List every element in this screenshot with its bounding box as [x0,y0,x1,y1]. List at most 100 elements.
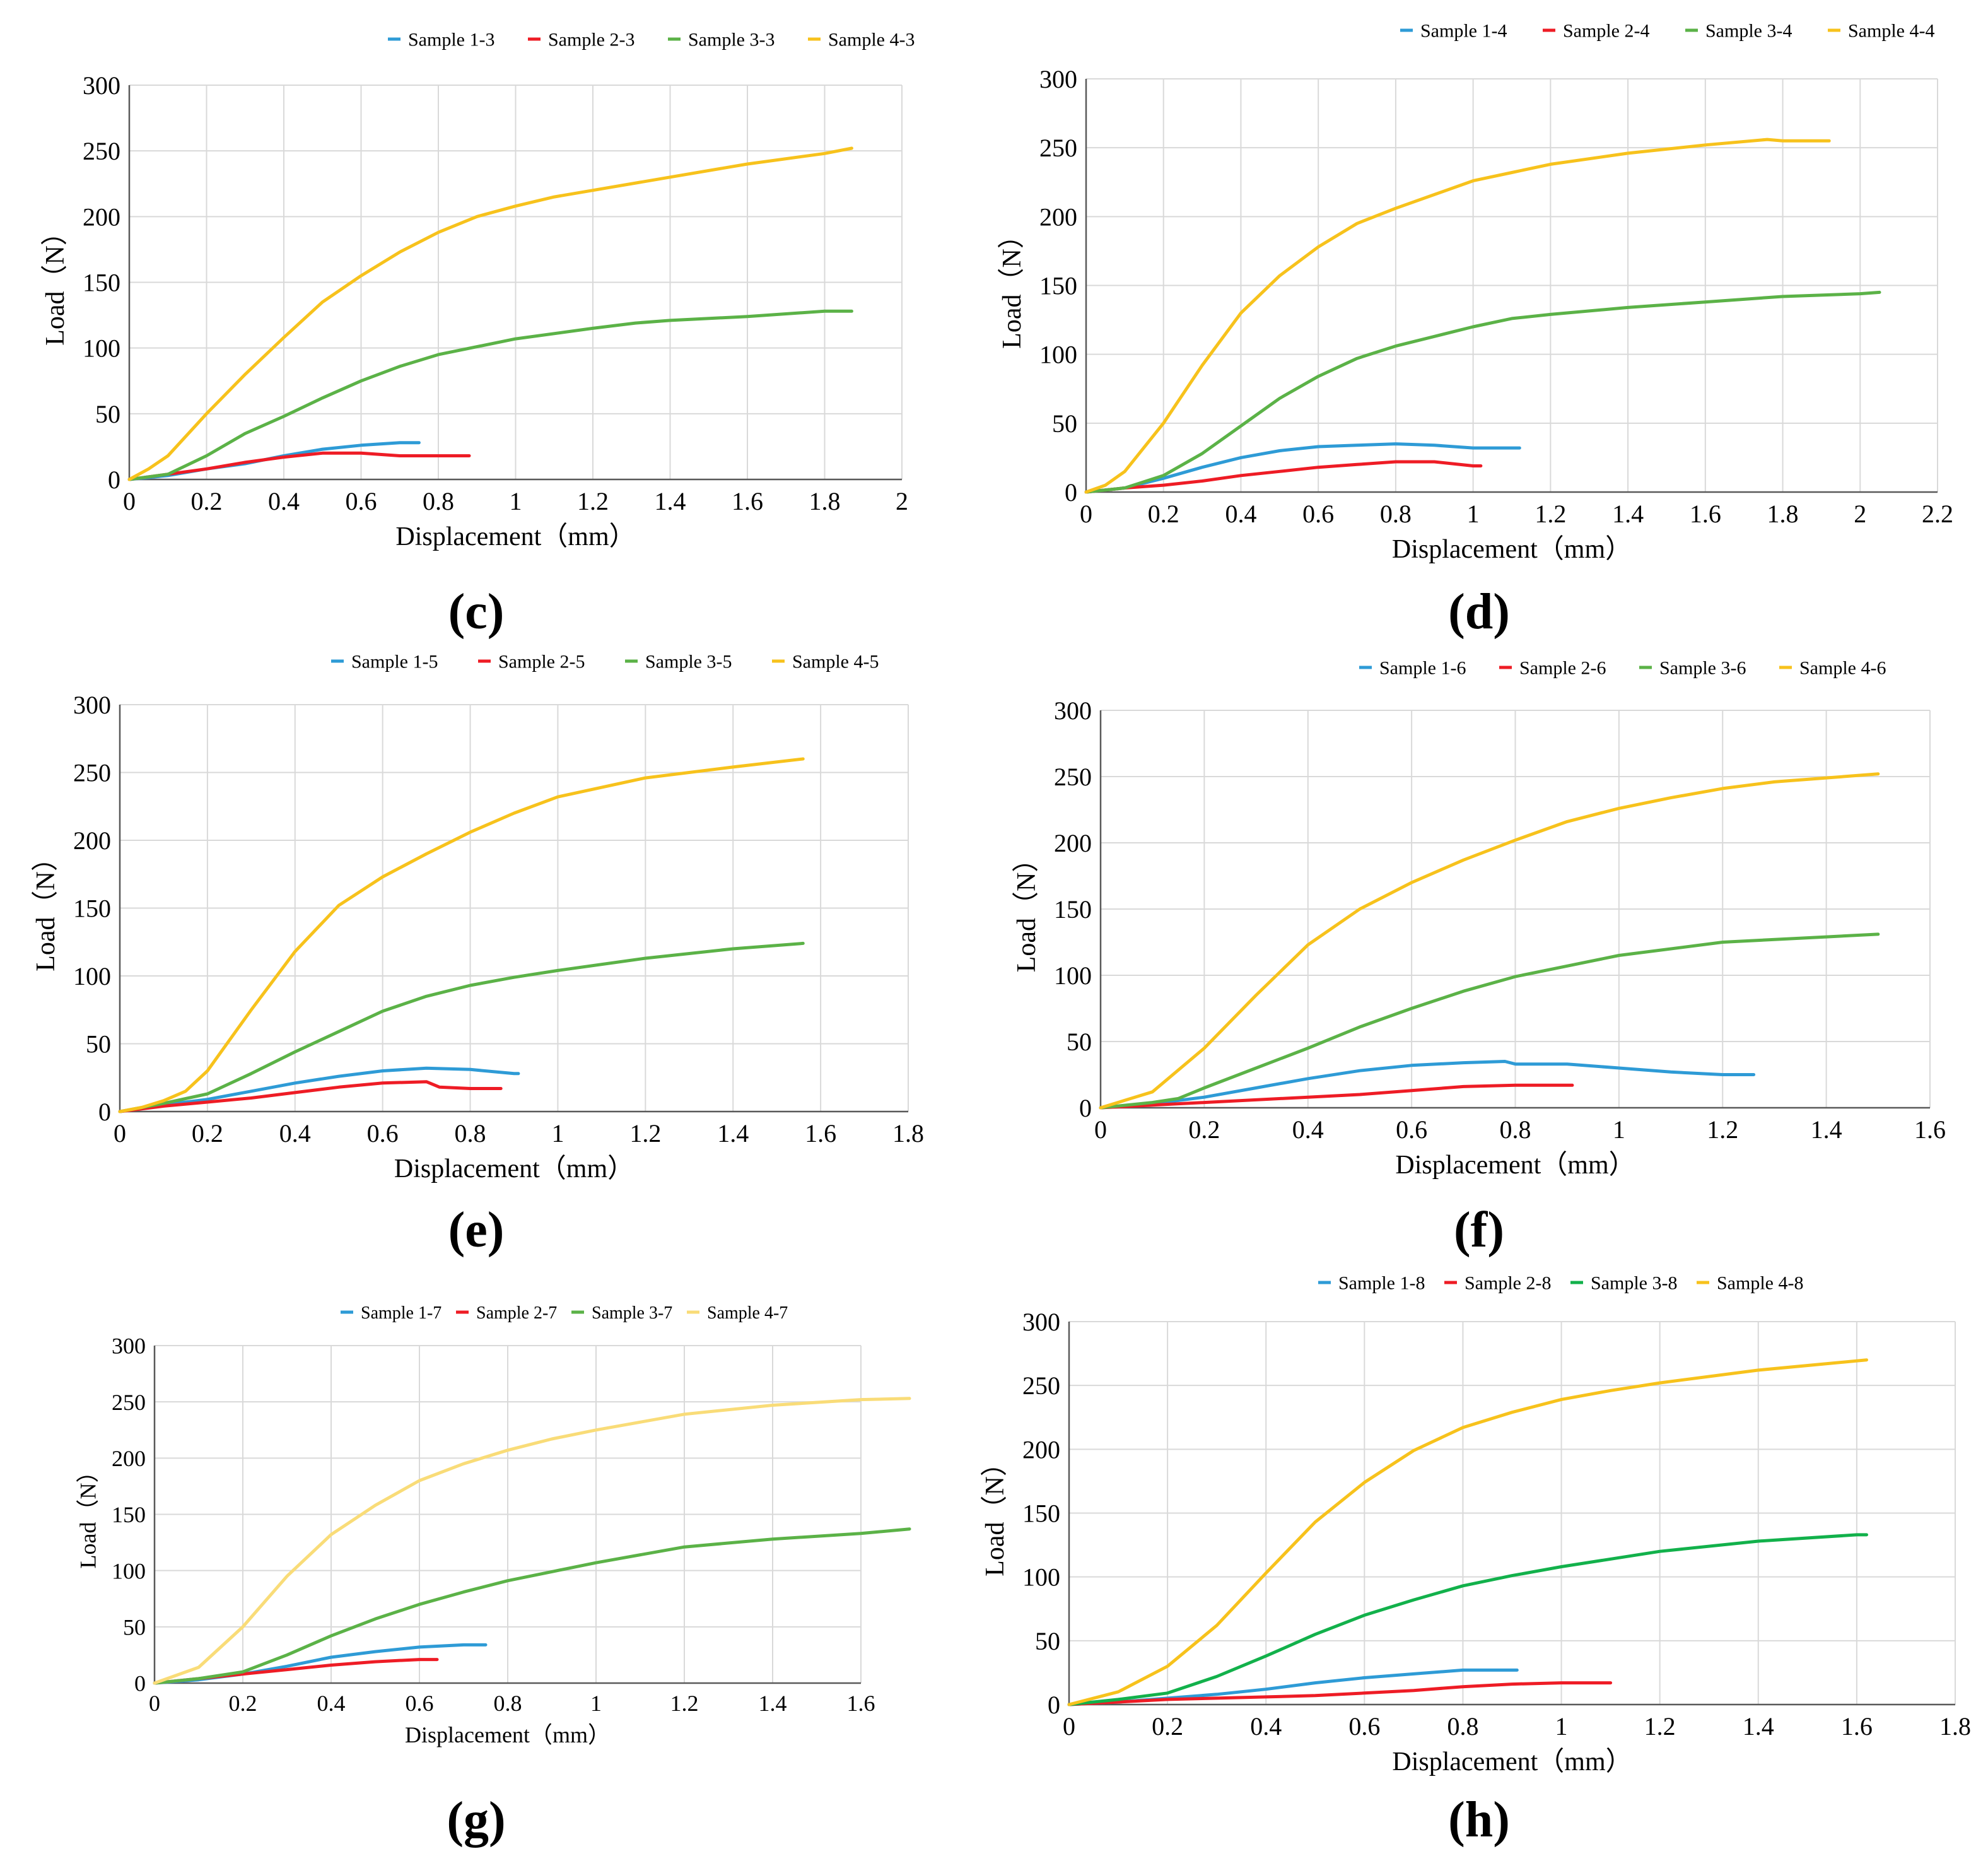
y-tick-label: 100 [73,962,111,990]
panel-label-f: (f) [1454,1202,1504,1258]
x-tick-label: 1 [510,487,522,515]
x-tick-label: 0.2 [1152,1712,1183,1741]
legend-label: Sample 1-3 [408,30,494,50]
x-axis-title: Displacement（mm） [1395,1151,1635,1180]
legend-label: Sample 3-5 [645,652,732,672]
x-tick-label: 0.8 [494,1691,522,1716]
y-tick-label: 100 [1039,341,1077,369]
x-tick-label: 2.2 [1922,500,1953,528]
legend-label: Sample 1-4 [1420,21,1507,42]
x-tick-label: 1.6 [1914,1115,1946,1144]
y-tick-label: 300 [83,71,120,100]
series-line-sample-2-4 [1084,460,1483,494]
x-tick-label: 1.8 [892,1119,924,1148]
x-tick-label: 1.2 [1707,1115,1738,1144]
series-line-sample-3-3 [127,309,853,481]
y-tick-label: 250 [73,759,111,787]
y-tick-label: 300 [1054,696,1092,725]
x-tick-label: 0.2 [192,1119,223,1148]
legend-label: Sample 1-6 [1379,658,1466,679]
x-tick-label: 0.6 [367,1119,399,1148]
y-tick-label: 0 [1065,478,1077,507]
series-line-sample-4-3 [127,146,853,481]
series-line-sample-4-5 [118,757,805,1113]
x-tick-label: 1.4 [655,487,686,515]
legend-label: Sample 4-8 [1717,1273,1803,1294]
y-tick-label: 150 [1054,895,1092,924]
x-tick-label: 0.6 [346,487,377,515]
x-tick-label: 0.2 [1148,500,1179,528]
panel-label-c: (c) [448,584,505,640]
x-tick-label: 1 [590,1691,602,1716]
x-tick-label: 1 [1555,1712,1568,1741]
x-tick-label: 0 [1063,1712,1075,1741]
y-tick-label: 250 [83,137,120,165]
x-tick-label: 2 [1854,500,1866,528]
x-tick-label: 1.4 [1743,1712,1774,1741]
series-line-sample-1-6 [1099,1060,1756,1110]
legend-label: Sample 2-7 [476,1303,557,1323]
x-tick-label: 0.2 [229,1691,257,1716]
x-tick-label: 0.8 [1447,1712,1478,1741]
y-tick-label: 100 [83,334,120,363]
y-tick-label: 200 [1054,829,1092,857]
y-tick-label: 100 [112,1558,146,1583]
legend-label: Sample 3-7 [592,1303,672,1323]
legend-label: Sample 4-7 [707,1303,788,1323]
series-line-sample-2-8 [1067,1681,1613,1706]
y-tick-label: 50 [95,400,120,428]
x-tick-label: 0.4 [1225,500,1256,528]
panel-label-d: (d) [1448,584,1510,640]
x-tick-label: 1.8 [1767,500,1799,528]
series-line-sample-3-4 [1084,290,1881,494]
y-tick-label: 300 [1022,1308,1060,1336]
y-tick-label: 150 [1039,272,1077,300]
x-tick-label: 0.4 [1250,1712,1282,1741]
y-tick-label: 50 [123,1614,146,1640]
x-tick-label: 1.4 [717,1119,749,1148]
y-axis-title: Load（N） [41,219,70,346]
x-tick-label: 1.2 [670,1691,699,1716]
x-tick-label: 1.4 [759,1691,787,1716]
x-tick-label: 0 [123,487,136,515]
legend-label: Sample 1-5 [351,652,438,672]
series-line-sample-4-7 [153,1397,911,1685]
series-line-sample-2-6 [1099,1083,1574,1110]
y-tick-label: 200 [112,1446,146,1471]
y-tick-label: 250 [1054,763,1092,791]
series-line-sample-3-6 [1099,932,1880,1110]
x-tick-label: 0 [1080,500,1092,528]
series-line-sample-2-3 [127,451,471,481]
legend-label: Sample 4-3 [828,30,915,50]
x-tick-label: 0.4 [279,1119,311,1148]
x-tick-label: 0.2 [1188,1115,1220,1144]
series-line-sample-3-7 [153,1527,911,1685]
x-tick-label: 0.8 [455,1119,486,1148]
x-tick-label: 1.2 [577,487,609,515]
y-axis-title: Load（N） [998,222,1027,349]
y-tick-label: 0 [98,1098,111,1126]
y-tick-label: 150 [112,1502,146,1527]
chart-e: 0 0.2 0.4 0.6 0.8 1 1.2 1.4 1.6 1.8 0 50 100 150 200 25… [32,652,924,1184]
legend-label: Sample 2-5 [498,652,585,672]
x-tick-label: 1.2 [1644,1712,1676,1741]
series-line-sample-1-5 [118,1066,520,1113]
x-tick-label: 1.8 [809,487,841,515]
y-tick-label: 200 [1039,203,1077,231]
y-tick-label: 300 [73,691,111,719]
y-tick-label: 50 [86,1030,111,1059]
y-tick-label: 100 [1022,1563,1060,1592]
legend-label: Sample 2-4 [1563,21,1649,42]
legend-label: Sample 3-4 [1705,21,1792,42]
x-tick-label: 0.6 [1396,1115,1427,1144]
x-tick-label: 0.8 [423,487,454,515]
x-tick-label: 0.2 [191,487,223,515]
chart-h: 0 0.2 0.4 0.6 0.8 1 1.2 1.4 1.6 1.8 0 50 100 150 200 25… [981,1273,1971,1777]
chart-c: 0 0.2 0.4 0.6 0.8 1 1.2 1.4 1.6 1.8 2 0 50 100 150 200 2… [41,30,915,552]
y-tick-label: 150 [73,895,111,923]
y-axis-title: Load（N） [75,1460,100,1569]
y-tick-label: 50 [1067,1028,1092,1056]
x-tick-label: 0.6 [1302,500,1334,528]
chart-d: 0 0.2 0.4 0.6 0.8 1 1.2 1.4 1.6 1.8 2 2.2 0 50 100 150 2… [998,21,1953,565]
series-line-sample-4-8 [1067,1358,1868,1706]
